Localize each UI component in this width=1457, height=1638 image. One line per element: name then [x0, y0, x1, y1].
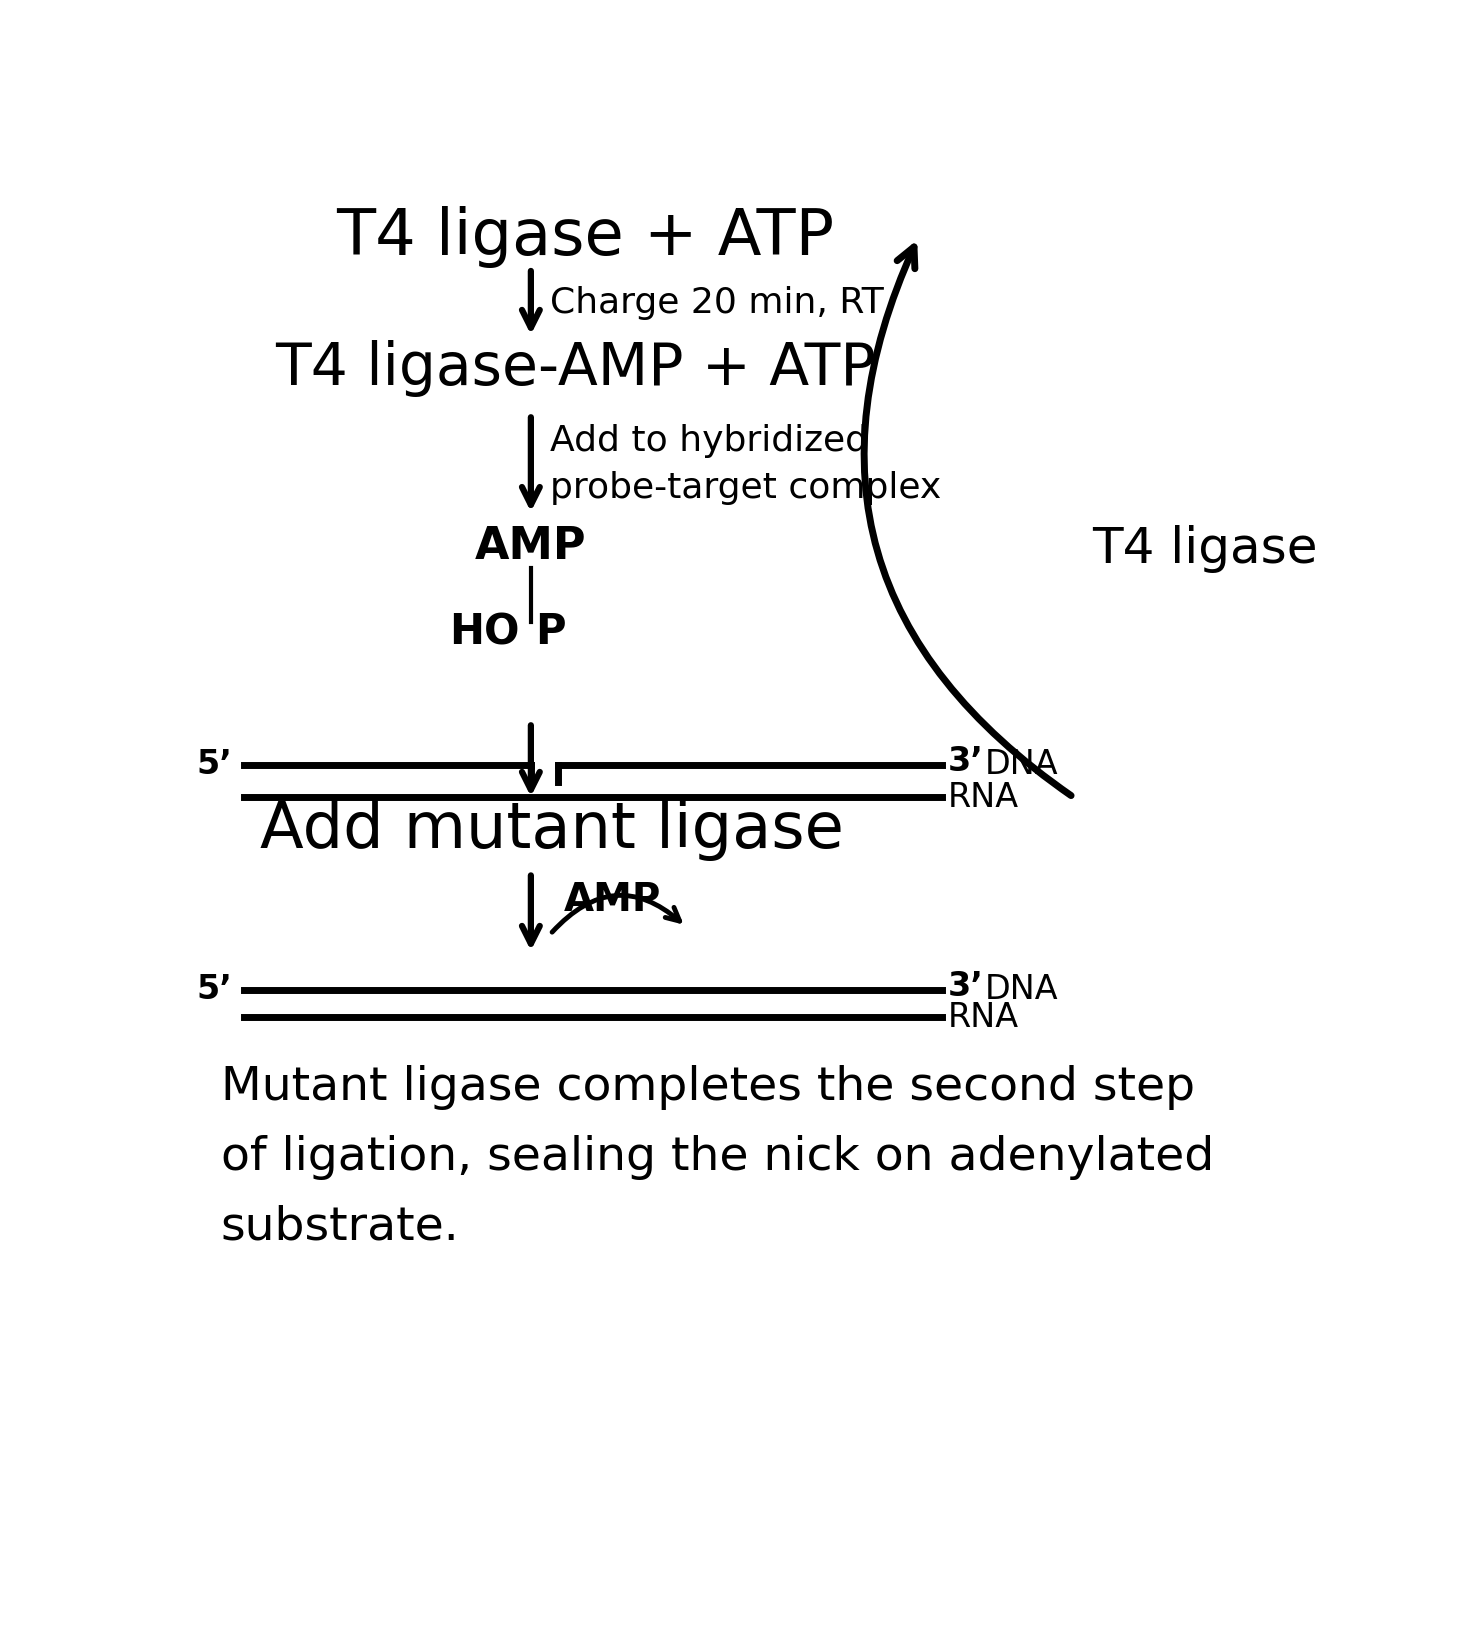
Text: Charge 20 min, RT: Charge 20 min, RT	[551, 285, 884, 319]
Text: P: P	[535, 611, 565, 654]
Text: Mutant ligase completes the second step
of ligation, sealing the nick on adenyla: Mutant ligase completes the second step …	[221, 1065, 1214, 1250]
FancyArrowPatch shape	[552, 896, 679, 932]
Text: DNA: DNA	[985, 973, 1058, 1006]
Text: 5’: 5’	[197, 973, 233, 1006]
Text: T4 ligase: T4 ligase	[1093, 526, 1319, 573]
Text: 3’: 3’	[949, 970, 983, 1002]
Text: Add mutant ligase: Add mutant ligase	[259, 799, 844, 862]
Text: 5’: 5’	[197, 749, 233, 781]
FancyArrowPatch shape	[864, 247, 1071, 796]
Text: AMP: AMP	[564, 881, 661, 919]
Text: HO: HO	[449, 611, 519, 654]
Text: T4 ligase + ATP: T4 ligase + ATP	[337, 206, 833, 269]
Text: Add to hybridized
probe-target complex: Add to hybridized probe-target complex	[551, 424, 941, 505]
Text: 3’: 3’	[949, 745, 983, 778]
Text: AMP: AMP	[475, 526, 587, 568]
Text: RNA: RNA	[949, 1001, 1018, 1034]
Text: T4 ligase-AMP + ATP: T4 ligase-AMP + ATP	[275, 339, 876, 396]
Text: RNA: RNA	[949, 781, 1018, 814]
Text: DNA: DNA	[985, 749, 1058, 781]
